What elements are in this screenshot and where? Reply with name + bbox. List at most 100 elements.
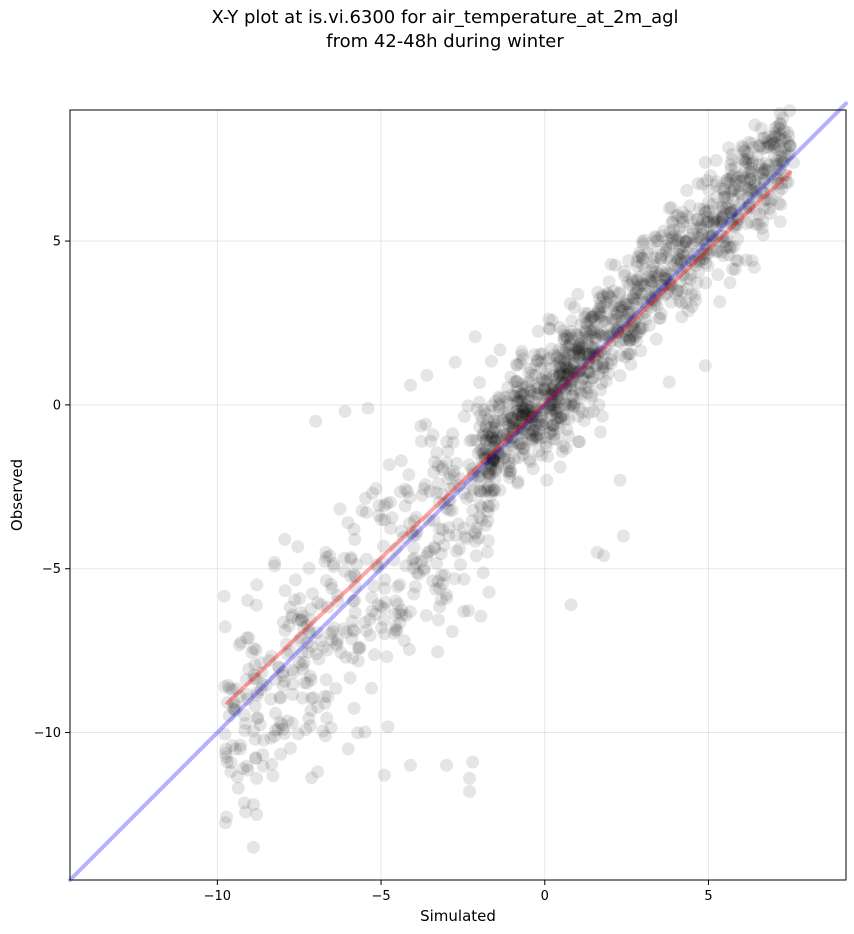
scatter-point [302,626,316,640]
scatter-point [336,622,350,636]
scatter-point [724,185,738,199]
scatter-point [728,160,742,174]
scatter-point [774,118,787,131]
scatter-point [676,249,690,263]
scatter-point [729,203,743,217]
scatter-point [481,514,495,528]
scatter-point [507,435,520,449]
scatter-point [492,397,506,411]
scatter-point [549,359,563,373]
scatter-point [567,300,581,314]
scatter-point [406,561,420,575]
scatter-point [391,580,405,594]
scatter-point [233,690,247,704]
scatter-point [502,418,516,432]
scatter-point [595,377,609,390]
scatter-point [576,372,590,386]
scatter-point [782,147,796,161]
scatter-point [685,300,699,314]
scatter-point [653,287,666,301]
scatter-point [753,139,767,152]
scatter-point [755,161,769,175]
scatter-point [447,480,461,494]
scatter-point [377,539,390,553]
scatter-point [241,594,255,607]
scatter-point [675,296,689,310]
scatter-point [247,724,260,738]
scatter-point [567,398,580,412]
scatter-point [292,634,306,648]
scatter-point [728,262,742,276]
scatter-point [399,608,413,622]
scatter-point [523,411,537,424]
scatter-point [516,447,530,461]
scatter-point [648,251,661,265]
scatter-point [474,472,488,486]
scatter-point [447,468,461,482]
scatter-point [323,627,337,641]
scatter-point [659,239,673,253]
scatter-point [494,446,508,460]
scatter-point [724,158,738,172]
scatter-point [688,288,702,302]
x-tick-label: −5 [371,889,390,904]
scatter-point [485,430,498,444]
scatter-point [516,404,530,418]
scatter-point [377,499,391,513]
scatter-point [699,248,713,261]
scatter-point [557,332,571,346]
scatter-point [580,331,594,344]
scatter-point [517,441,530,455]
scatter-point [672,234,686,248]
scatter-point [593,425,607,439]
scatter-point [649,265,663,279]
scatter-point [562,372,576,386]
scatter-point [372,499,386,512]
scatter-point [721,191,735,205]
scatter-point [774,154,788,168]
scatter-point [531,388,545,402]
scatter-point [693,202,706,216]
scatter-point [224,765,238,779]
scatter-point [480,483,494,497]
scatter-point [531,431,545,445]
scatter-point [781,175,795,189]
scatter-point [509,405,522,419]
scatter-point [524,389,538,403]
scatter-point [731,213,745,227]
scatter-point [686,236,700,250]
scatter-point [523,417,537,431]
scatter-point [351,654,365,668]
scatter-point [773,215,787,229]
scatter-point [480,428,494,442]
scatter-point [285,610,299,624]
scatter-point [486,431,500,445]
scatter-point [547,427,561,441]
scatter-point [387,553,401,567]
scatter-point [690,213,704,227]
scatter-point [488,421,502,435]
scatter-point [590,545,604,559]
scatter-point [531,401,545,415]
scatter-point [716,219,729,233]
scatter-point [562,412,576,426]
scatter-point [618,269,632,283]
scatter-point [406,553,420,567]
scatter-point [471,446,485,460]
scatter-point [745,161,759,175]
scatter-point [501,381,515,395]
scatter-point [378,513,392,527]
scatter-point [468,525,482,539]
scatter-point [591,285,605,299]
scatter-point [397,531,410,545]
scatter-point [302,561,316,575]
scatter-point [697,251,711,265]
scatter-point [469,434,483,447]
scatter-point [238,716,252,730]
scatter-point [543,402,557,416]
scatter-point [529,430,543,444]
scatter-point [588,350,601,364]
scatter-point [417,563,431,577]
scatter-point [768,149,781,163]
scatter-point [616,316,630,330]
